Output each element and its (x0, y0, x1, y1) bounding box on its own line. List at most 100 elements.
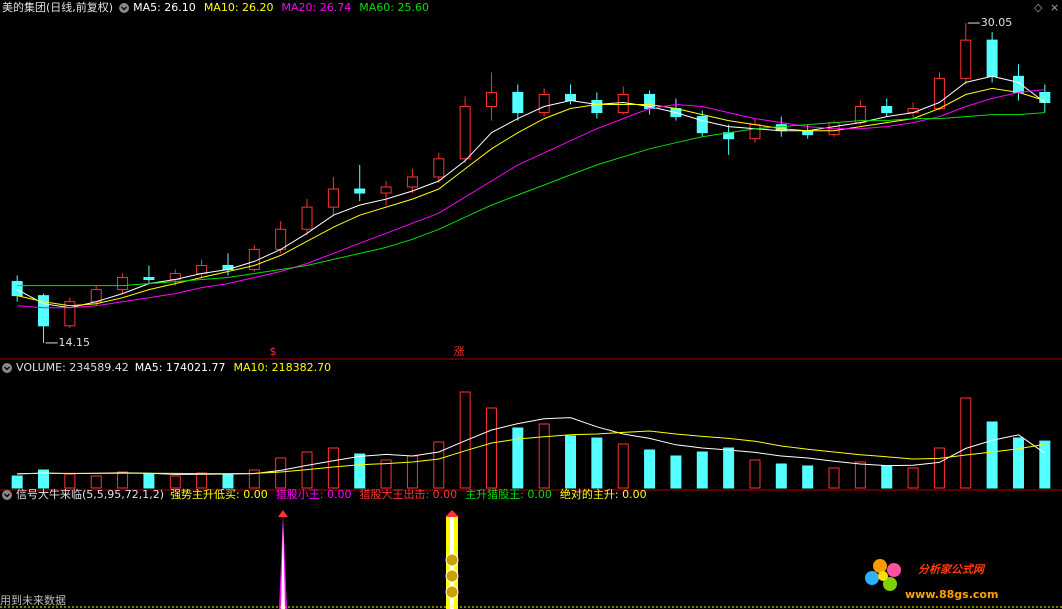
legend-entry: MA5: 26.10 (133, 1, 196, 14)
candle-body (38, 295, 50, 327)
panel-title: 美的集团(日线,前复权) (2, 0, 113, 14)
volume-bar (459, 391, 471, 489)
volume-bar (565, 435, 577, 489)
volume-bar (881, 465, 893, 489)
legend-entry: MA10: 218382.70 (233, 361, 331, 374)
ma-line (17, 112, 1045, 287)
ma-line (17, 430, 1045, 475)
candle-body (775, 124, 787, 132)
volume-bar (380, 459, 392, 489)
candle-body (354, 188, 366, 194)
candle-body (802, 130, 814, 136)
legend-entry: MA60: 25.60 (359, 1, 429, 14)
volume-bar (406, 455, 418, 489)
candle-body (960, 39, 972, 79)
candle-body (117, 277, 129, 291)
candle-body (1012, 75, 1024, 93)
annotation-label: 14.15 (59, 336, 91, 349)
legend-entry: MA20: 26.74 (282, 1, 352, 14)
collapse-chevron (4, 366, 10, 371)
candle-body (512, 91, 524, 114)
candle-body (881, 106, 893, 114)
legend-entry: 强势主升低买: 0.00 (170, 488, 268, 501)
candle-body (433, 158, 445, 178)
legend-entry: 猎股小王: 0.00 (276, 487, 352, 501)
volume-bar (802, 465, 814, 489)
signal-shape (278, 510, 288, 517)
candle-body (986, 39, 998, 77)
legend-entry: 主升猎股王: 0.00 (465, 487, 552, 501)
panel-icon[interactable]: ◇ (1034, 1, 1043, 14)
volume-bar (38, 469, 50, 489)
candle-body (459, 106, 471, 160)
candle-body (696, 116, 708, 134)
volume-bar (1039, 440, 1051, 489)
signal-shape (445, 510, 459, 517)
volume-bar (749, 459, 761, 489)
candle-body (538, 93, 550, 114)
volume-bar (933, 447, 945, 489)
collapse-icon (119, 3, 130, 13)
volume-bar (11, 475, 23, 489)
volume-bar (670, 455, 682, 489)
legend-entry: MA10: 26.20 (204, 1, 274, 14)
candle-body (90, 289, 102, 303)
logo-petal (873, 559, 887, 573)
ma-line (16, 75, 1046, 309)
collapse-icon (2, 490, 12, 500)
volume-bar (222, 474, 234, 489)
ma-line (17, 89, 1045, 309)
volume-bar (644, 449, 656, 489)
volume-bar (143, 473, 155, 489)
candle-body (64, 301, 76, 327)
signal-shape (445, 569, 459, 583)
volume-bar (828, 467, 840, 489)
annotation-label: 30.05 (981, 16, 1013, 29)
logo-petal (887, 563, 901, 577)
signal-bars (445, 510, 459, 609)
volume-bar (960, 397, 972, 489)
legend-entry: 绝对的主升: 0.00 (560, 487, 647, 501)
watermark-title: 分析家公式网 (918, 563, 986, 576)
volume-bar (986, 421, 998, 489)
panel-title: VOLUME: 234589.42 (16, 361, 129, 374)
volume-bar (512, 427, 524, 489)
candle-body (907, 108, 919, 114)
volume-bar (248, 469, 260, 489)
volume-bar (775, 463, 787, 489)
volume-bar (90, 475, 102, 489)
watermark-logo (865, 559, 901, 591)
volume-bar (723, 447, 735, 489)
collapse-chevron (121, 6, 128, 11)
logo-petal (865, 571, 879, 585)
volume-bar (696, 451, 708, 489)
signal-shape (281, 520, 285, 609)
signal-spike (278, 510, 288, 609)
candle-body (196, 264, 208, 275)
panel-title: 信号大牛来临(5,5,95,72,1,2) (16, 487, 164, 501)
volume-bar (485, 407, 497, 489)
candle-body (485, 91, 497, 108)
signal-shape (445, 553, 459, 567)
collapse-chevron (4, 493, 10, 498)
candle-body (406, 176, 418, 188)
candle-body (565, 93, 577, 101)
legend-entry: MA5: 174021.77 (135, 361, 226, 374)
volume-bar (169, 475, 181, 489)
volume-bar (538, 423, 550, 489)
legend-entry: 猎股大王出击: 0.00 (359, 487, 457, 501)
collapse-icon (2, 363, 12, 373)
volume-bar (617, 443, 629, 489)
candle-body (275, 228, 287, 250)
volume-bar (591, 437, 603, 489)
ma-line (17, 417, 1046, 475)
volume-bar (64, 473, 76, 489)
candle-body (380, 186, 392, 194)
close-icon[interactable]: × (1050, 1, 1059, 14)
event-marker: 涨 (454, 345, 465, 358)
candle-body (591, 99, 603, 114)
volume-bar (327, 447, 339, 489)
logo-petal (878, 571, 888, 581)
